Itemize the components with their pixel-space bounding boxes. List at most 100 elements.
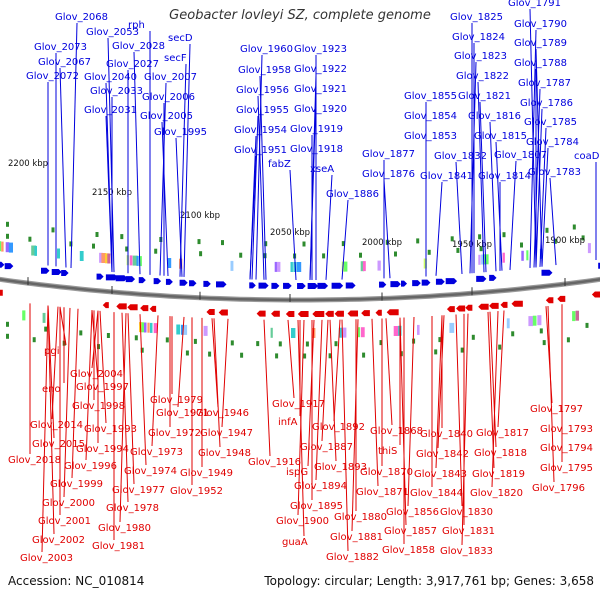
label-leader-line [249,155,257,280]
gene-label: Glov_2033 [90,86,143,97]
gene-arrow [140,305,149,312]
function-band-block [360,327,365,338]
gene-label: Glov_1887 [300,442,353,453]
green-marker [359,252,362,258]
green-marker [140,347,144,353]
label-leader-line [91,310,99,369]
gene-arrow [331,282,344,289]
scale-tick-label: 1900 kbp [545,236,585,246]
gene-arrow [334,310,344,317]
label-leader-line [159,82,167,276]
gene-arrow [127,304,138,311]
genome-summary-text: Topology: circular; Length: 3,917,761 bp… [264,574,594,588]
gene-label: ispG [286,467,308,478]
gene-label: Glov_1981 [92,541,145,552]
label-leader-line [479,101,487,273]
gene-arrow [116,303,127,310]
function-band-block [338,327,343,338]
gene-label: Glov_2067 [38,57,91,68]
function-band-block [291,328,296,338]
green-marker [79,330,83,336]
function-band-block [296,262,302,272]
gene-arrow [446,306,455,313]
gene-label: Glov_1817 [476,428,529,439]
scale-tick-label: 2100 kbp [180,211,220,221]
gene-label: Glov_1921 [294,84,347,95]
green-marker [450,236,454,242]
gene-label: Glov_1825 [450,12,503,23]
function-band-block [572,311,576,322]
gene-arrow [390,281,401,288]
gene-arrow [96,273,104,280]
green-marker [334,341,338,347]
function-band-block [360,261,365,272]
green-marker [134,335,138,341]
label-leader-line [435,315,443,469]
function-band-block [537,315,542,326]
label-leader-line [119,313,127,523]
gene-label: Glov_1819 [472,469,525,480]
green-marker [341,241,345,247]
label-leader-line [105,115,113,272]
scale-tick-label: 2000 kbp [362,238,402,248]
gene-label: Glov_1787 [518,78,571,89]
gene-label: Glov_2028 [112,41,165,52]
gene-label: Glov_1790 [514,19,567,30]
function-band-block [526,250,529,261]
gene-label: Glov_2068 [55,12,108,23]
gene-arrow [511,300,523,307]
gene-label: Glov_1830 [440,507,493,518]
label-leader-line [315,319,323,481]
label-leader-line [549,177,557,266]
gene-arrow [489,302,499,309]
gene-label: Glov_1993 [84,424,137,435]
gene-label: Glov_2004 [70,369,123,380]
green-marker [28,236,32,242]
green-marker [120,234,124,240]
gene-arrow [0,261,5,268]
gene-arrow [206,309,215,316]
gene-label: Glov_2027 [106,59,159,70]
gene-arrow [465,304,473,311]
function-band-block [181,324,184,335]
label-leader-line [383,179,391,279]
label-leader-line [133,51,141,275]
gene-label: Glov_1815 [474,131,527,142]
gene-label: Glov_1997 [76,382,129,393]
label-leader-line [329,319,337,462]
label-leader-line [47,305,55,535]
green-marker [542,340,546,346]
function-band-block [31,245,36,256]
green-marker [6,321,9,327]
gene-label: Glov_1791 [508,0,561,9]
label-leader-line [297,319,305,537]
function-band-block [105,253,109,264]
gene-arrow [125,276,136,283]
function-band-block [147,322,150,333]
function-band-block [377,260,381,271]
function-band-block [139,256,142,267]
gene-label: Glov_1814 [478,171,531,182]
green-marker [572,224,576,230]
gene-arrow [456,305,466,312]
label-leader-line [71,308,79,479]
gene-label: Glov_1844 [410,488,463,499]
gene-label: Glov_1876 [362,169,415,180]
label-leader-line [63,307,71,498]
function-band-block [393,326,399,336]
gene-label: Glov_1816 [468,111,521,122]
gene-label: Glov_1922 [294,64,347,75]
gene-label: Glov_1960 [240,44,293,55]
gene-label: Glov_1952 [170,486,223,497]
gene-label: Glov_1833 [440,546,493,557]
green-marker [479,246,483,252]
label-leader-line [351,319,359,532]
gene-arrow [375,309,382,316]
gene-label: Glov_1994 [76,444,129,455]
label-leader-line [255,54,263,280]
label-leader-line [399,317,407,526]
gene-label: Glov_2006 [142,92,195,103]
label-leader-line [487,311,495,469]
gene-label: pgi [44,346,59,357]
